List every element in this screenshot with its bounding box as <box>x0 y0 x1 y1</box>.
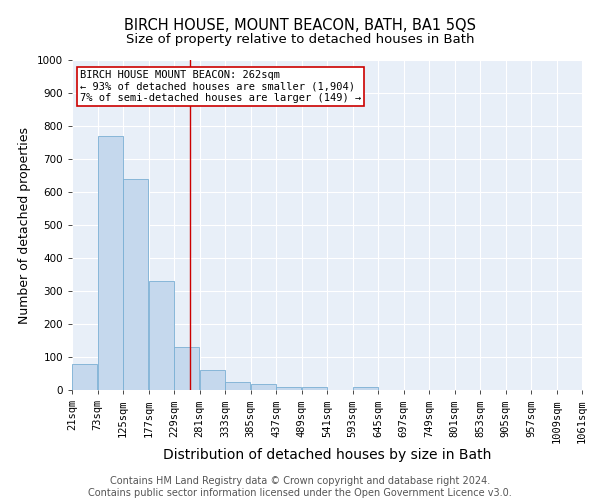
Bar <box>123 179 148 390</box>
Text: Contains HM Land Registry data © Crown copyright and database right 2024.
Contai: Contains HM Land Registry data © Crown c… <box>88 476 512 498</box>
Bar <box>276 386 301 390</box>
Text: Size of property relative to detached houses in Bath: Size of property relative to detached ho… <box>126 32 474 46</box>
Text: BIRCH HOUSE, MOUNT BEACON, BATH, BA1 5QS: BIRCH HOUSE, MOUNT BEACON, BATH, BA1 5QS <box>124 18 476 32</box>
Bar <box>251 384 276 390</box>
Bar <box>149 281 174 390</box>
Bar <box>98 136 123 390</box>
Bar <box>302 386 327 390</box>
Bar <box>225 382 250 390</box>
Bar <box>200 370 225 390</box>
Y-axis label: Number of detached properties: Number of detached properties <box>18 126 31 324</box>
Bar <box>174 347 199 390</box>
Text: BIRCH HOUSE MOUNT BEACON: 262sqm
← 93% of detached houses are smaller (1,904)
7%: BIRCH HOUSE MOUNT BEACON: 262sqm ← 93% o… <box>80 70 361 103</box>
Bar <box>353 386 378 390</box>
Bar <box>72 364 97 390</box>
X-axis label: Distribution of detached houses by size in Bath: Distribution of detached houses by size … <box>163 448 491 462</box>
